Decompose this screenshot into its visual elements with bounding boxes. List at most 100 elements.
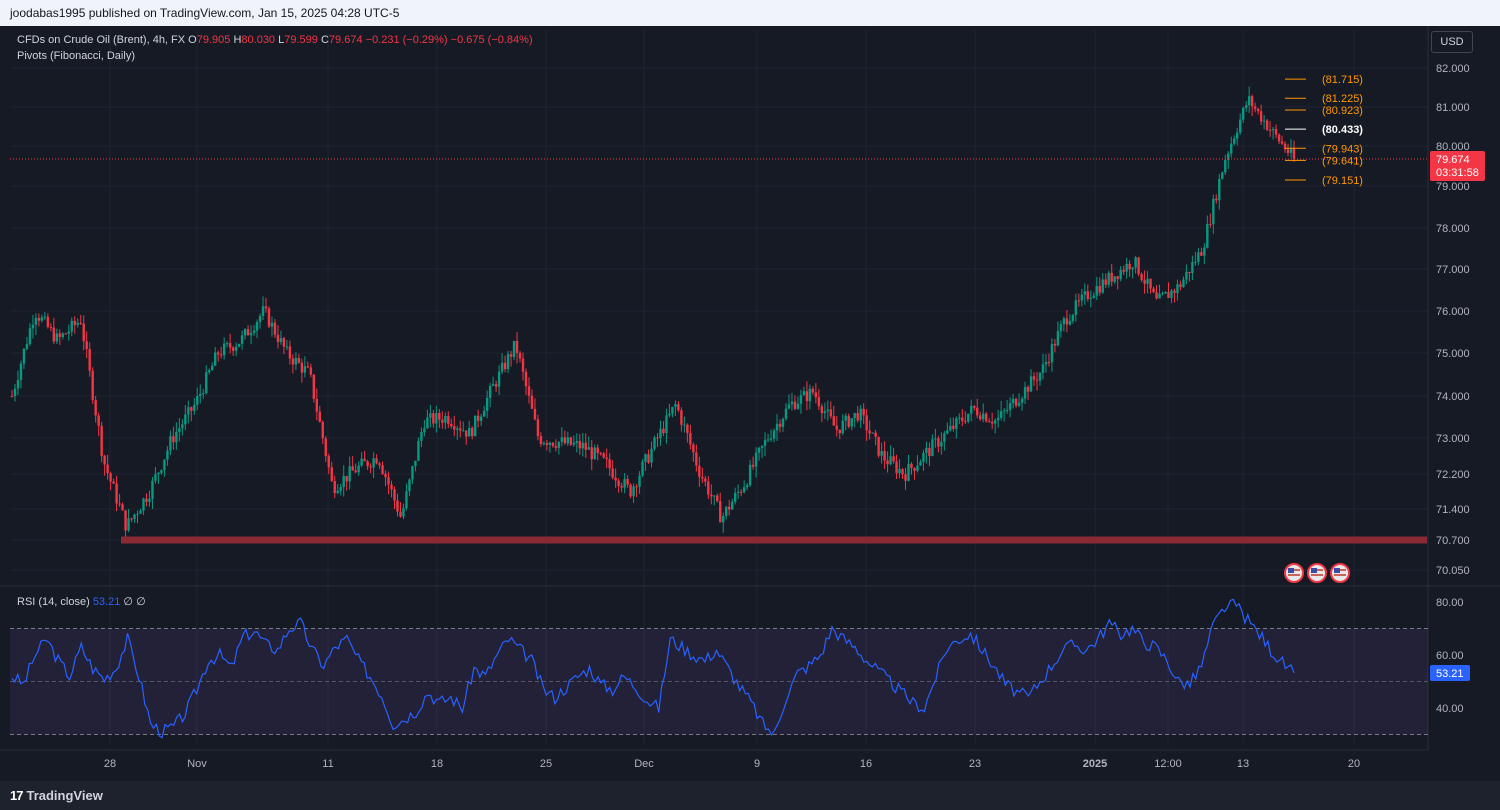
- price-tick-label: 70.700: [1436, 535, 1470, 547]
- candle-body: [151, 480, 154, 499]
- price-tick-label: 82.000: [1436, 63, 1470, 75]
- price-tick-label: 72.200: [1436, 469, 1470, 481]
- candle-body: [163, 459, 166, 471]
- candle-body: [187, 407, 190, 415]
- candle-body: [955, 418, 958, 429]
- candle-body: [462, 430, 465, 432]
- change2-value: −0.675 (−0.84%): [450, 34, 533, 46]
- candle-body: [596, 447, 599, 454]
- candle-body: [533, 408, 537, 420]
- candle-body: [1224, 159, 1227, 173]
- us-flag-event-icon: [1334, 568, 1340, 573]
- candle-body: [958, 417, 961, 419]
- candle-body: [279, 338, 283, 342]
- rsi-extra1: ∅: [123, 596, 133, 608]
- candle-body: [429, 413, 432, 418]
- candle-body: [862, 408, 865, 416]
- candle-body: [1289, 148, 1293, 153]
- candle-body: [1265, 120, 1269, 130]
- candle-body: [1212, 198, 1215, 225]
- candle-body: [796, 403, 800, 409]
- candle-body: [40, 317, 44, 321]
- candle-body: [742, 487, 746, 493]
- candle-body: [1044, 361, 1048, 365]
- low-value: 79.599: [284, 34, 318, 46]
- us-flag-event-icon: [1288, 568, 1294, 573]
- candle-body: [716, 495, 719, 502]
- candle-body: [1250, 96, 1254, 107]
- candle-body: [381, 465, 384, 474]
- price-tick-label: 70.050: [1436, 565, 1470, 577]
- candle-body: [109, 473, 112, 482]
- candle-body: [390, 484, 393, 490]
- rsi-legend[interactable]: RSI (14, close) 53.21 ∅ ∅: [17, 595, 146, 608]
- candle-body: [19, 363, 23, 380]
- candle-body: [160, 470, 163, 473]
- candle-body: [1089, 297, 1092, 299]
- candle-body: [509, 354, 513, 357]
- candle-body: [333, 480, 336, 494]
- candle-body: [605, 457, 608, 460]
- candle-body: [695, 452, 698, 466]
- candle-body: [1074, 300, 1078, 315]
- high-value: 80.030: [241, 34, 276, 46]
- candle-body: [838, 429, 841, 434]
- candle-body: [491, 384, 495, 387]
- candle-body: [157, 472, 160, 475]
- close-value: 79.674: [328, 34, 363, 46]
- candle-body: [629, 484, 632, 497]
- candle-body: [1140, 274, 1143, 281]
- candle-body: [321, 421, 324, 439]
- candle-body: [898, 469, 901, 474]
- candle-body: [1280, 141, 1284, 144]
- candle-body: [175, 431, 178, 443]
- publish-bar: joodabas1995 published on TradingView.co…: [0, 0, 1500, 26]
- time-tick-label: 25: [540, 758, 552, 770]
- candle-body: [303, 366, 307, 373]
- candle-body: [653, 437, 656, 449]
- candle-body: [190, 407, 193, 411]
- candle-body: [1071, 314, 1075, 321]
- candle-body: [623, 479, 626, 488]
- rsi-last-badge: [1430, 664, 1470, 681]
- price-chart-svg[interactable]: 79.67403:31:58(81.715)(81.225)(80.923)(8…: [0, 0, 1500, 781]
- tradingview-logo[interactable]: 17 TradingView: [10, 788, 103, 803]
- us-flag-event-icon: [1311, 568, 1317, 573]
- candle-body: [889, 456, 892, 465]
- candle-body: [136, 513, 139, 515]
- price-axis: 82.000 81.000 80.000 79.000 78.000 77.000 76.0…: [1436, 63, 1470, 577]
- symbol-name: CFDs on Crude Oil (Brent), 4h, FX: [17, 34, 186, 46]
- time-tick-label: 11: [322, 758, 333, 770]
- candle-body: [638, 475, 641, 487]
- indicator-legend[interactable]: Pivots (Fibonacci, Daily): [17, 50, 135, 62]
- candle-body: [142, 498, 145, 511]
- candle-body: [488, 386, 492, 398]
- candle-body: [1209, 223, 1212, 225]
- time-tick-label: Dec: [634, 758, 654, 770]
- candle-body: [193, 404, 196, 411]
- candle-body: [43, 316, 47, 318]
- candle-body: [1185, 271, 1188, 280]
- candle-body: [614, 477, 617, 481]
- candle-body: [730, 501, 734, 510]
- candle-body: [339, 487, 342, 491]
- candle-body: [925, 447, 928, 453]
- candle-body: [103, 455, 106, 465]
- candle-body: [252, 330, 256, 333]
- candle-body: [348, 466, 351, 482]
- candle-body: [754, 452, 758, 467]
- candle-body: [748, 464, 752, 486]
- candle-body: [1262, 120, 1266, 122]
- candle-body: [644, 454, 647, 462]
- candle-body: [817, 397, 821, 407]
- candle-body: [1241, 107, 1245, 120]
- candle-body: [1008, 403, 1012, 410]
- candle-body: [1167, 291, 1170, 298]
- candle-body: [578, 440, 581, 449]
- currency-button[interactable]: USD: [1431, 31, 1473, 53]
- candle-body: [1122, 269, 1125, 272]
- candle-body: [886, 460, 889, 465]
- candle-body: [733, 493, 737, 502]
- chart-area[interactable]: [0, 26, 1500, 781]
- candle-body: [294, 357, 298, 365]
